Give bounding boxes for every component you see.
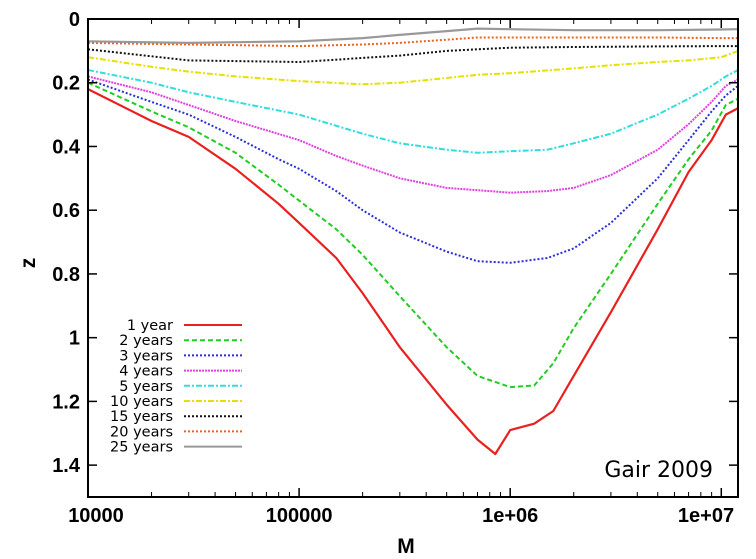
y-tick-label: 1.2 [52,391,80,413]
y-tick-label: 0.6 [52,200,80,222]
plot-frame [87,18,739,498]
legend-label: 25 years [110,440,173,456]
x-axis-label: M [397,535,415,558]
legend-label: 5 years [119,379,173,395]
x-tick-label: 10000 [68,505,124,527]
legend-label: 4 years [119,364,173,380]
y-tick-label: 0.2 [52,73,80,95]
y-tick-label: 1.4 [52,455,81,477]
series-line-5-years [88,69,738,154]
legend-label: 3 years [119,348,173,364]
x-tick-label: 1e+07 [678,505,734,527]
x-tick-label: 1e+06 [482,505,538,527]
ticks-layer: 10000 100000 1e+06 1e+07 0 0.2 0.4 0.6 0.8 1 1.2 1.… [52,9,738,527]
series-line-25-years [88,27,738,44]
y-tick-label: 0.8 [52,264,80,286]
legend-label: 20 years [110,424,173,440]
series-layer [88,27,738,456]
series-line-1-year [88,88,738,456]
series-line-10-years [88,49,738,86]
x-tick-label: 100000 [266,505,333,527]
series-line-15-years [88,45,738,63]
y-tick-label: 1 [69,328,80,350]
legend-label: 10 years [110,394,173,410]
y-axis-label: z [17,258,40,269]
y-tick-label: 0.4 [52,136,81,158]
annotation-gair-2009: Gair 2009 [604,458,713,483]
legend-label: 15 years [110,409,173,425]
y-tick-label: 0 [69,9,80,31]
series-line-20-years [88,36,738,48]
series-line-4-years [88,75,738,194]
series-line-2-years [88,81,738,389]
legend-label: 1 year [127,318,173,334]
series-line-3-years [88,78,738,264]
legend-label: 2 years [119,333,173,349]
